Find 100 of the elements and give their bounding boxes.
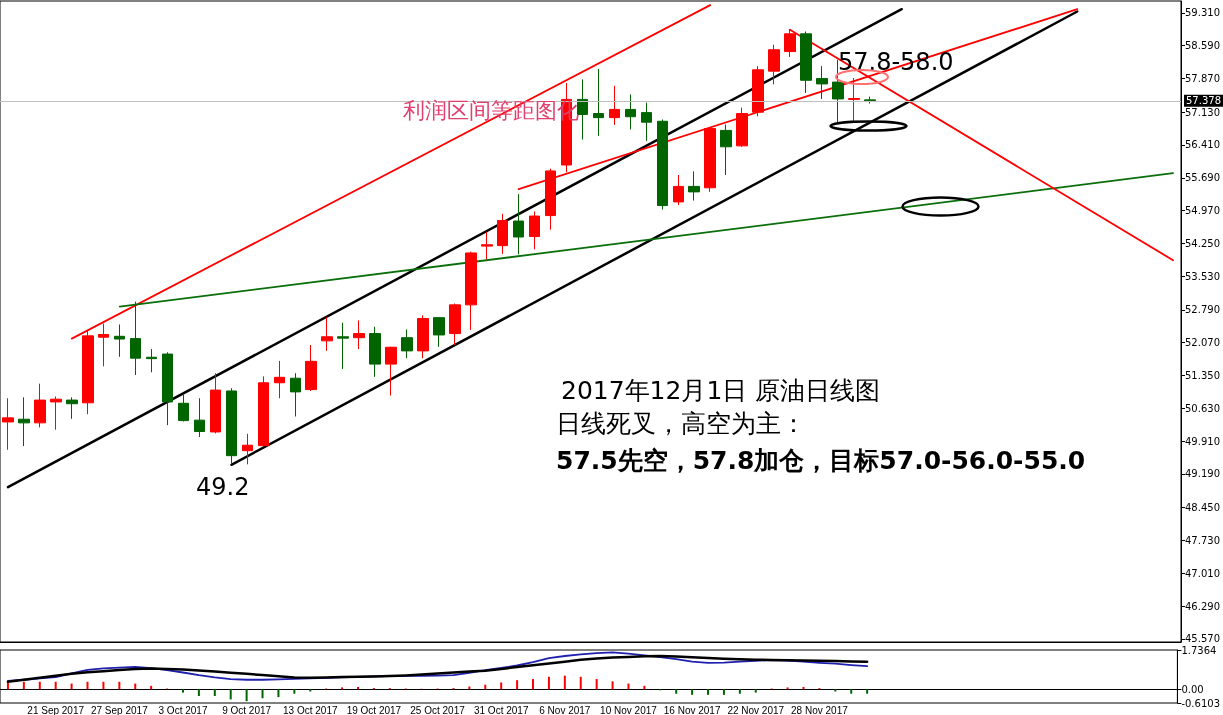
bar xyxy=(532,679,535,690)
annotation: 57.5先空，57.8加仓，目标57.0-56.0-55.0 xyxy=(556,446,1086,475)
x-tick-label: 21 Sep 2017 xyxy=(27,704,85,715)
x-tick-label: 6 Nov 2017 xyxy=(539,704,591,715)
bar xyxy=(866,689,869,694)
bar xyxy=(563,675,566,690)
x-tick-label: 9 Oct 2017 xyxy=(222,704,272,715)
bar xyxy=(850,689,853,694)
candlestick xyxy=(369,326,381,378)
y-tick-label: 51.350 xyxy=(1185,369,1221,381)
candlestick xyxy=(577,78,588,140)
candlestick xyxy=(433,316,445,348)
candlestick xyxy=(114,323,125,358)
bar xyxy=(38,681,41,690)
candlestick xyxy=(513,193,524,255)
bar xyxy=(261,689,264,699)
candlestick xyxy=(752,65,764,117)
candlestick xyxy=(34,383,46,428)
bar xyxy=(691,689,694,695)
candlestick xyxy=(146,348,157,373)
candlestick xyxy=(2,397,14,451)
candlestick xyxy=(625,93,636,130)
x-tick-label: 27 Sep 2017 xyxy=(90,704,149,715)
x-tick-label: 22 Nov 2017 xyxy=(727,704,785,715)
candlestick xyxy=(353,319,365,350)
y-tick-label: 59.310 xyxy=(1185,7,1221,19)
bar xyxy=(516,680,519,690)
bar xyxy=(611,681,614,690)
bar xyxy=(22,681,25,690)
y-tick-label: 49.910 xyxy=(1185,435,1221,447)
bar xyxy=(754,689,757,693)
candlestick xyxy=(848,77,860,122)
x-tick-label: 10 Nov 2017 xyxy=(600,704,658,715)
candlestick xyxy=(50,395,62,431)
y-tick-label: 47.010 xyxy=(1185,567,1221,579)
y-tick-label: 55.690 xyxy=(1185,172,1221,184)
x-tick-label: 16 Nov 2017 xyxy=(663,704,721,715)
y-tick-label: 46.290 xyxy=(1185,600,1221,612)
candlestick xyxy=(593,68,604,137)
bar xyxy=(245,689,248,702)
candlestick xyxy=(66,396,78,420)
candlestick xyxy=(657,118,668,211)
y-tick-label: 45.570 xyxy=(1185,633,1221,645)
bar xyxy=(118,681,121,690)
y-tick-label: 58.590 xyxy=(1185,40,1221,52)
candlestick xyxy=(800,31,812,94)
candlestick xyxy=(258,375,269,447)
bar xyxy=(197,689,200,696)
candlestick xyxy=(401,328,413,359)
bar xyxy=(707,689,710,695)
candlestick xyxy=(609,85,620,126)
bar xyxy=(595,679,598,690)
x-tick-label: 19 Oct 2017 xyxy=(346,704,402,715)
x-tick-label: 31 Oct 2017 xyxy=(473,704,529,715)
candlestick xyxy=(641,102,652,142)
x-tick-label: 3 Oct 2017 xyxy=(158,704,208,715)
bar xyxy=(500,682,503,690)
bar xyxy=(213,689,216,696)
candlestick xyxy=(321,316,333,352)
y-tick-label: 49.190 xyxy=(1185,468,1221,480)
candlestick xyxy=(481,231,493,260)
candlestick xyxy=(417,314,429,359)
y-tick-label: -0.6103 xyxy=(1181,697,1221,709)
bar xyxy=(86,681,89,690)
candlestick xyxy=(18,396,30,447)
candlestick xyxy=(768,44,780,85)
candlestick xyxy=(497,213,508,255)
y-tick-label: 54.970 xyxy=(1185,205,1221,217)
candlestick xyxy=(816,65,828,100)
bar xyxy=(54,681,57,690)
candlestick xyxy=(529,210,540,250)
candlestick xyxy=(305,344,317,392)
candlestick xyxy=(178,394,189,422)
x-tick-label: 25 Oct 2017 xyxy=(410,704,466,715)
candlestick xyxy=(210,372,221,434)
y-tick-label: 50.630 xyxy=(1185,402,1221,414)
y-tick-label: 54.250 xyxy=(1185,237,1221,249)
candlestick xyxy=(673,174,684,206)
y-tick-label: 47.730 xyxy=(1185,534,1221,546)
bar xyxy=(675,689,678,694)
candlestick xyxy=(385,346,397,397)
candlestick xyxy=(864,96,876,105)
candlestick xyxy=(688,170,700,202)
y-tick-label: 56.410 xyxy=(1185,139,1221,151)
x-tick-label: 28 Nov 2017 xyxy=(791,704,849,715)
annotation: 49.2 xyxy=(196,473,250,501)
candlestick xyxy=(162,351,173,426)
y-tick-label: 52.790 xyxy=(1185,304,1221,316)
candlestick xyxy=(720,123,732,176)
bar xyxy=(627,683,630,690)
candlestick xyxy=(465,251,477,331)
candlestick xyxy=(242,433,253,465)
y-tick-label: 52.070 xyxy=(1185,337,1221,349)
bar xyxy=(579,676,582,690)
candlestick xyxy=(736,107,748,148)
bar xyxy=(181,689,184,693)
candlestick xyxy=(226,387,237,465)
annotation: 日线死叉，高空为主： xyxy=(556,409,806,438)
candlestick xyxy=(449,303,461,346)
bar xyxy=(277,689,280,698)
